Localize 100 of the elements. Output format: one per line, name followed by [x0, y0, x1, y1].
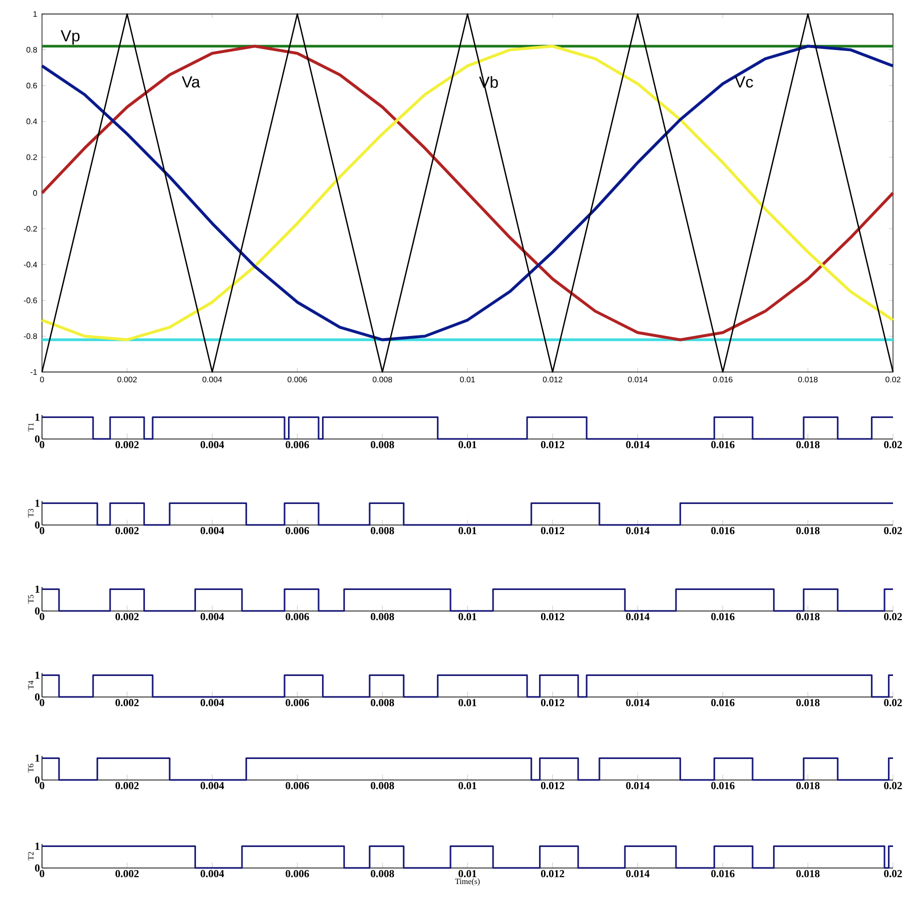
- x-tick-label: 0.008: [370, 441, 394, 448]
- x-tick-label: 0.02: [884, 527, 902, 534]
- x-tick-label: 0.004: [200, 699, 224, 706]
- x-tick-label: 0.004: [200, 613, 224, 620]
- x-tick-label: 0.018: [796, 613, 820, 620]
- y-tick-label: -0.4: [24, 262, 38, 268]
- x-tick-label: 0.006: [288, 376, 307, 382]
- x-tick-label: 0.014: [626, 782, 650, 790]
- x-tick-label: 0.018: [798, 376, 818, 382]
- y-tick-label: 1: [35, 754, 40, 762]
- x-tick-label: 0.006: [286, 782, 309, 790]
- y-tick-label: 0: [35, 435, 40, 443]
- y-tick-label: 1: [35, 414, 40, 421]
- y-axis-title: T2: [28, 852, 34, 860]
- x-tick-label: 0.01: [458, 699, 476, 706]
- x-tick-label: 0.014: [626, 613, 650, 620]
- x-tick-label: 0.014: [626, 527, 650, 534]
- x-tick-label: 0.012: [541, 527, 564, 534]
- x-tick-label: 0.012: [541, 441, 564, 448]
- y-tick-label: 1: [33, 11, 37, 17]
- x-tick-label: 0.016: [711, 613, 734, 620]
- y-tick-label: 0: [35, 521, 40, 529]
- x-tick-label: 0.018: [796, 441, 820, 448]
- y-tick-label: 0: [33, 190, 37, 196]
- x-tick-label: 0.004: [202, 376, 222, 382]
- x-tick-label: 0.016: [711, 782, 734, 790]
- x-tick-label: 0.02: [886, 376, 900, 382]
- y-tick-label: 0: [35, 693, 40, 701]
- x-tick-label: 0.018: [796, 699, 820, 706]
- y-axis-title: T3: [28, 508, 34, 518]
- x-tick-label: 0.006: [286, 699, 309, 706]
- x-tick-label: 0.002: [117, 376, 137, 382]
- x-tick-label: 0.02: [884, 699, 902, 706]
- y-tick-label: 0.2: [26, 154, 37, 160]
- y-axis-title: T1: [28, 423, 34, 432]
- x-tick-label: 0.004: [200, 527, 224, 534]
- x-tick-label: 0.018: [796, 870, 820, 878]
- y-tick-label: -0.6: [24, 298, 37, 304]
- x-tick-label: 0.014: [626, 870, 650, 878]
- y-tick-label: 1: [35, 586, 40, 593]
- y-tick-label: 0.6: [26, 82, 37, 88]
- x-tick-label: 0.008: [370, 870, 394, 878]
- y-tick-label: 0: [35, 607, 40, 615]
- series-label: Va: [182, 76, 200, 88]
- x-tick-label: 0.01: [458, 613, 476, 620]
- series-label: Vc: [734, 76, 753, 88]
- y-tick-label: 0.8: [26, 46, 37, 53]
- x-tick-label: 0.002: [116, 870, 139, 878]
- x-tick-label: 0.02: [884, 782, 902, 790]
- x-tick-label: 0.006: [286, 441, 309, 448]
- x-tick-label: 0.012: [541, 870, 564, 878]
- y-tick-label: 0: [35, 864, 40, 872]
- x-tick-label: 0.02: [884, 613, 902, 620]
- x-axis-title: Time(s): [455, 878, 480, 886]
- y-tick-label: -0.8: [24, 333, 37, 340]
- x-tick-label: 0.02: [884, 441, 902, 448]
- x-tick-label: 0.004: [200, 782, 224, 790]
- x-tick-label: 0.014: [628, 376, 648, 382]
- x-tick-label: 0.01: [458, 870, 476, 878]
- y-tick-label: 1: [35, 672, 40, 679]
- x-tick-label: 0.006: [286, 613, 309, 620]
- x-tick-label: 0.008: [370, 613, 394, 620]
- x-tick-label: 0.008: [370, 699, 394, 706]
- x-tick-label: 0.002: [116, 527, 139, 534]
- x-tick-label: 0.016: [711, 527, 734, 534]
- x-tick-label: 0.018: [796, 527, 820, 534]
- y-axis-title: T5: [28, 594, 34, 604]
- x-tick-label: 0.008: [370, 527, 394, 534]
- y-axis-title: T6: [28, 764, 34, 772]
- y-tick-label: 1: [35, 842, 40, 850]
- x-tick-label: 0.012: [542, 376, 562, 382]
- x-tick-label: 0.012: [541, 782, 564, 790]
- y-tick-label: -1: [30, 369, 37, 375]
- x-tick-label: 0.008: [370, 782, 394, 790]
- x-tick-label: 0.01: [458, 441, 476, 448]
- x-tick-label: 0.012: [541, 613, 564, 620]
- x-tick-label: 0.014: [626, 441, 650, 448]
- x-tick-label: 0.008: [372, 376, 392, 382]
- x-tick-label: 0.006: [286, 527, 309, 534]
- x-tick-label: 0.012: [541, 699, 564, 706]
- x-tick-label: 0.018: [796, 782, 820, 790]
- x-tick-label: 0.004: [200, 870, 224, 878]
- x-tick-label: 0.006: [286, 870, 309, 878]
- x-tick-label: 0.016: [711, 870, 734, 878]
- x-tick-label: 0.002: [116, 699, 139, 706]
- x-tick-label: 0.016: [713, 376, 732, 382]
- x-tick-label: 0.016: [711, 441, 734, 448]
- x-tick-label: 0.002: [116, 613, 139, 620]
- x-tick-label: 0.016: [711, 699, 734, 706]
- line-series: [40, 44, 894, 342]
- y-tick-label: 0.4: [26, 118, 38, 124]
- x-tick-label: 0.01: [458, 527, 476, 534]
- y-tick-label: 0: [35, 776, 40, 784]
- x-tick-label: 0.014: [626, 699, 650, 706]
- x-tick-label: 0.02: [884, 870, 902, 878]
- x-tick-label: 0.01: [458, 782, 476, 790]
- ref-line-label: Vp: [60, 30, 80, 45]
- x-tick-label: 0.01: [460, 376, 475, 382]
- y-axis-title: T4: [28, 680, 34, 690]
- x-tick-label: 0.004: [200, 441, 224, 448]
